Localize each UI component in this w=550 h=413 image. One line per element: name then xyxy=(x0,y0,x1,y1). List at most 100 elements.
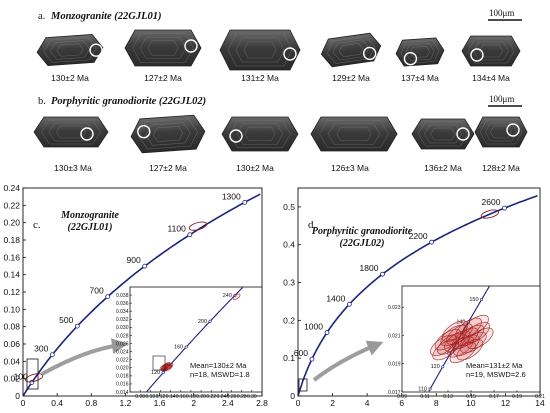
zircon-grain xyxy=(33,116,109,148)
concordia-age-label: 900 xyxy=(127,255,141,265)
zircon-grain xyxy=(221,116,299,152)
zircon-age-label: 131±2 Ma xyxy=(241,73,279,83)
inset-x-tick-label: 0.30 xyxy=(247,394,257,400)
inset-age-label: 240 xyxy=(223,293,232,299)
concordia-age-marker xyxy=(309,356,315,362)
zircon-zoning xyxy=(48,122,94,142)
mean-age-stat: n=19, MSWD=2.6 xyxy=(466,370,526,379)
x-tick-label: 6 xyxy=(399,398,404,408)
zircon-grain xyxy=(395,37,445,67)
zircon-age-label: 130±2 Ma xyxy=(236,163,274,173)
inset-x-tick-label: 0.21 xyxy=(535,394,545,400)
concordia-age-marker xyxy=(74,323,80,329)
inset-data-ellipse xyxy=(456,338,484,361)
zircon-zoning xyxy=(417,121,469,147)
panel-letter: c. xyxy=(33,219,41,231)
mean-age-stat: n=18, MSWD=1.8 xyxy=(190,370,250,379)
concordia-age-marker xyxy=(29,380,35,385)
x-tick-label: 1.2 xyxy=(120,398,132,408)
concordia-age-marker xyxy=(242,199,248,205)
inset-y-tick-label: 0.017 xyxy=(388,390,401,396)
zircon-grain xyxy=(130,114,206,154)
zircon-age-label: 129±2 Ma xyxy=(332,73,370,83)
concordia-age-marker xyxy=(142,263,148,269)
concordia-age-label: 1800 xyxy=(360,263,379,273)
y-tick-label: 0.16 xyxy=(3,252,20,262)
analysis-spot xyxy=(80,127,94,141)
zircon-grain xyxy=(219,29,301,71)
x-tick-label: 0 xyxy=(21,398,26,408)
zircon-age-label: 126±3 Ma xyxy=(331,163,369,173)
zircon-grain xyxy=(36,34,104,66)
inset-x-tick-label: 0.19 xyxy=(512,394,522,400)
zircon-crystal xyxy=(221,116,299,152)
zircon-grain xyxy=(411,118,475,150)
zircon-zoning xyxy=(227,33,293,67)
zircon-zoning xyxy=(41,119,101,145)
zircon-age-label: 130±3 Ma xyxy=(54,163,92,173)
inset-x-tick-label: 0.17 xyxy=(489,394,499,400)
inset-x-tick-label: 0.08 xyxy=(135,394,145,400)
inset-x-tick-label: 0.10 xyxy=(145,394,155,400)
zoom-source-box xyxy=(26,358,39,390)
zircon-zoning xyxy=(338,43,364,57)
inset-age-label: 200 xyxy=(198,319,207,325)
concordia-age-label: 500 xyxy=(59,315,73,325)
zircon-age-label: 137±4 Ma xyxy=(401,73,439,83)
concordia-age-label: 1000 xyxy=(304,322,323,332)
y-tick-label: 0.06 xyxy=(3,339,20,349)
analysis-spot xyxy=(506,123,520,137)
inset-age-label: 150 xyxy=(469,297,478,303)
zircon-zoning xyxy=(139,36,187,60)
analysis-spot xyxy=(470,48,484,62)
zircon-zoning xyxy=(400,40,440,64)
concordia-age-marker xyxy=(105,294,111,299)
concordia-age-marker xyxy=(346,301,352,307)
zircon-age-label: 130±2 Ma xyxy=(51,73,89,83)
inset-age-marker xyxy=(441,365,445,369)
x-tick-label: 1.6 xyxy=(154,398,166,408)
x-tick-label: 0.4 xyxy=(51,398,63,408)
analysis-spot xyxy=(283,47,297,61)
zircon-grain xyxy=(474,116,528,148)
concordia-age-marker xyxy=(429,239,435,245)
inset-data-ellipse xyxy=(446,323,473,345)
analysis-spot xyxy=(89,43,103,57)
data-ellipse xyxy=(480,209,500,219)
concordia-age-label: 600 xyxy=(294,348,308,358)
inset-y-tick-label: 0.020 xyxy=(116,366,129,372)
concordia-age-label: 1100 xyxy=(168,224,187,234)
y-tick-label: 0.2 xyxy=(283,315,295,325)
concordia-age-marker xyxy=(380,271,385,277)
zircon-crystal xyxy=(33,116,109,148)
concordia-chart-c: 0 0.4 0.8 1.2 1.6 2 2.4 2.800.020.040.060.080.1… xyxy=(3,183,268,408)
zircon-zoning xyxy=(235,37,285,63)
sample-label: (22GJL01) xyxy=(68,222,113,233)
inset-y-tick-label: 0.036 xyxy=(116,301,129,307)
y-tick-label: 0.24 xyxy=(3,183,20,193)
y-tick-label: 0.08 xyxy=(3,322,20,332)
zircon-zoning xyxy=(132,33,194,63)
inset-frame xyxy=(129,286,263,393)
inset-x-tick-label: 0.14 xyxy=(166,394,176,400)
zircon-zoning xyxy=(430,127,456,141)
zircon-grain xyxy=(461,35,521,67)
zircon-crystal xyxy=(124,29,202,67)
sample-label: Monzogranite xyxy=(60,210,119,221)
inset-y-tick-label: 0.030 xyxy=(116,325,129,331)
inset-age-label: 120 xyxy=(431,364,440,370)
x-tick-label: 14 xyxy=(535,398,545,408)
x-tick-label: 2.8 xyxy=(256,398,268,408)
zircon-grain xyxy=(124,29,202,67)
zircon-crystal xyxy=(461,35,521,67)
inset-y-tick-label: 0.023 xyxy=(388,305,401,311)
zircon-zoning xyxy=(479,119,523,145)
y-tick-label: 0.12 xyxy=(3,287,20,297)
inset-x-tick-label: 0.09 xyxy=(397,394,407,400)
inset-y-tick-label: 0.032 xyxy=(116,317,129,323)
y-tick-label: 0.10 xyxy=(3,304,20,314)
analysis-spot xyxy=(184,39,198,53)
inset-data-ellipse xyxy=(449,341,477,364)
analysis-spot xyxy=(362,46,377,61)
